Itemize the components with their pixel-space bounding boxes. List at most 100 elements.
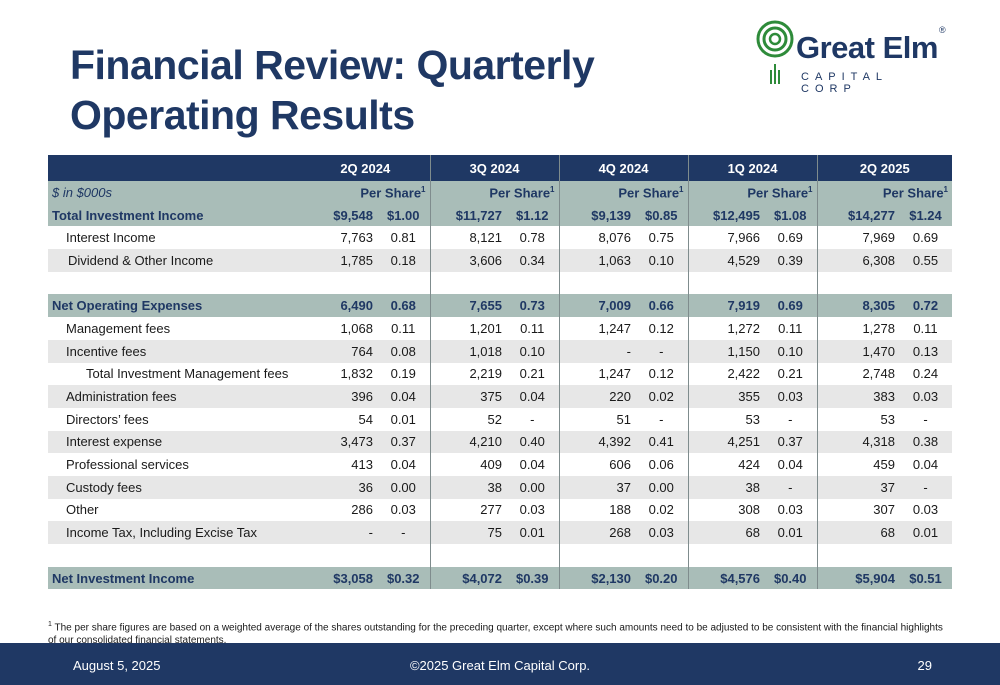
per-share-cell: 0.41	[635, 430, 688, 454]
amount-cell: 52	[429, 407, 506, 431]
per-share-cell	[506, 271, 559, 295]
amount-cell: 764	[301, 339, 377, 363]
amount-cell: $9,139	[558, 203, 635, 227]
amount-cell: 3,473	[301, 430, 377, 454]
period-header: 2Q 2025	[816, 155, 952, 181]
amount-cell: 1,068	[301, 317, 377, 340]
per-share-cell: 0.10	[506, 339, 559, 363]
footnote-reference: 1	[808, 184, 813, 194]
per-share-cell: 0.03	[764, 498, 817, 522]
table-row: Incentive fees 764 0.08 1,018 0.10- -1,150 0.1…	[48, 339, 952, 363]
amount-cell: 37	[816, 475, 899, 499]
per-share-cell: 0.03	[899, 498, 952, 522]
per-share-label: Per Share	[489, 185, 551, 200]
amount-cell: 1,272	[687, 317, 764, 340]
amount-cell: 38	[687, 475, 764, 499]
footnote: 1 The per share figures are based on a w…	[48, 618, 953, 647]
row-label: Income Tax, Including Excise Tax	[48, 521, 301, 544]
table-row: Income Tax, Including Excise Tax - -75 0.01…	[48, 521, 952, 544]
per-share-cell: 0.03	[764, 385, 817, 408]
footnote-reference: 1	[943, 184, 948, 194]
amount-cell: 7,969	[816, 226, 899, 250]
amount-cell: 355	[687, 385, 764, 408]
per-share-cell: 0.01	[506, 521, 559, 544]
amount-cell: 1,247	[558, 362, 635, 386]
table-row: Management fees 1,068 0.11 1,201 0.11 1,247 0.…	[48, 317, 952, 340]
table-row: Interest Income 7,763 0.81 8,121 0.78 8,076 0.…	[48, 226, 952, 250]
row-label: Custody fees	[48, 475, 301, 499]
per-share-cell: $0.20	[635, 566, 688, 590]
per-share-cell: $0.32	[377, 566, 430, 590]
per-share-cell: -	[635, 339, 688, 363]
amount-cell	[816, 544, 899, 567]
amount-cell: $5,904	[816, 566, 899, 590]
amount-cell	[429, 271, 506, 295]
per-share-cell: $0.51	[899, 566, 952, 590]
row-label: Other	[48, 498, 301, 522]
table-row: Dividend & Other Income 1,785 0.18 3,606 0.3…	[48, 249, 952, 272]
per-share-cell: 0.10	[764, 339, 817, 363]
per-share-cell: 0.73	[506, 294, 559, 318]
per-share-cell: 0.11	[764, 317, 817, 340]
per-share-cell	[764, 544, 817, 567]
amount-cell	[558, 271, 635, 295]
per-share-cell	[506, 544, 559, 567]
per-share-cell: 0.69	[764, 294, 817, 318]
page-title-line-2: Operating Results	[70, 92, 415, 138]
table-row: Custody fees 36 0.00 38 0.00 37 0.00 38-37-	[48, 475, 952, 499]
amount-cell	[429, 544, 506, 567]
table-spacer-row	[48, 544, 952, 567]
per-share-cell: 0.06	[635, 453, 688, 476]
footnote-reference: 1	[679, 184, 684, 194]
amount-cell: 37	[558, 475, 635, 499]
amount-cell	[301, 544, 377, 567]
per-share-cell: 0.81	[377, 226, 430, 250]
per-share-cell: 0.19	[377, 362, 430, 386]
per-share-cell: -	[506, 407, 559, 431]
per-share-cell: 0.11	[377, 317, 430, 340]
amount-cell: 1,278	[816, 317, 899, 340]
amount-cell: 7,655	[429, 294, 506, 318]
unit-label: $ in $000s	[48, 181, 301, 204]
amount-cell: 1,201	[429, 317, 506, 340]
amount-cell: 2,422	[687, 362, 764, 386]
per-share-cell: 0.08	[377, 339, 430, 363]
amount-cell: 6,490	[301, 294, 377, 318]
amount-cell: $12,495	[687, 203, 764, 227]
amount-cell: 459	[816, 453, 899, 476]
per-share-cell: $0.40	[764, 566, 817, 590]
amount-cell: 2,219	[429, 362, 506, 386]
per-share-cell: 0.02	[635, 498, 688, 522]
amount-cell: 38	[429, 475, 506, 499]
amount-cell: 7,919	[687, 294, 764, 318]
per-share-cell: 0.04	[506, 385, 559, 408]
per-share-cell: 0.69	[764, 226, 817, 250]
per-share-cell: 0.21	[506, 362, 559, 386]
per-share-cell: 0.68	[377, 294, 430, 318]
per-share-cell: -	[899, 407, 952, 431]
per-share-cell: 0.00	[506, 475, 559, 499]
amount-cell: 1,832	[301, 362, 377, 386]
footnote-mark: 1	[48, 621, 52, 628]
amount-cell: 383	[816, 385, 899, 408]
amount-cell: 8,076	[558, 226, 635, 250]
per-share-header: Per Share1	[558, 181, 688, 204]
per-share-cell: 0.04	[506, 453, 559, 476]
amount-cell: 1,470	[816, 339, 899, 363]
amount-cell: 75	[429, 521, 506, 544]
table-section-row: Total Investment Income $9,548 $1.00 $11,72…	[48, 203, 952, 227]
amount-cell: -	[301, 521, 377, 544]
amount-cell: 53	[687, 407, 764, 431]
row-label: Directors’ fees	[48, 407, 301, 431]
amount-cell: $4,576	[687, 566, 764, 590]
row-label: Net Investment Income	[48, 566, 301, 590]
per-share-cell: 0.10	[635, 249, 688, 272]
amount-cell: 7,009	[558, 294, 635, 318]
per-share-header: Per Share1	[301, 181, 430, 204]
amount-cell	[816, 271, 899, 295]
amount-cell: 4,529	[687, 249, 764, 272]
amount-cell: 308	[687, 498, 764, 522]
amount-cell: 8,121	[429, 226, 506, 250]
amount-cell: 68	[816, 521, 899, 544]
per-share-cell	[899, 271, 952, 295]
